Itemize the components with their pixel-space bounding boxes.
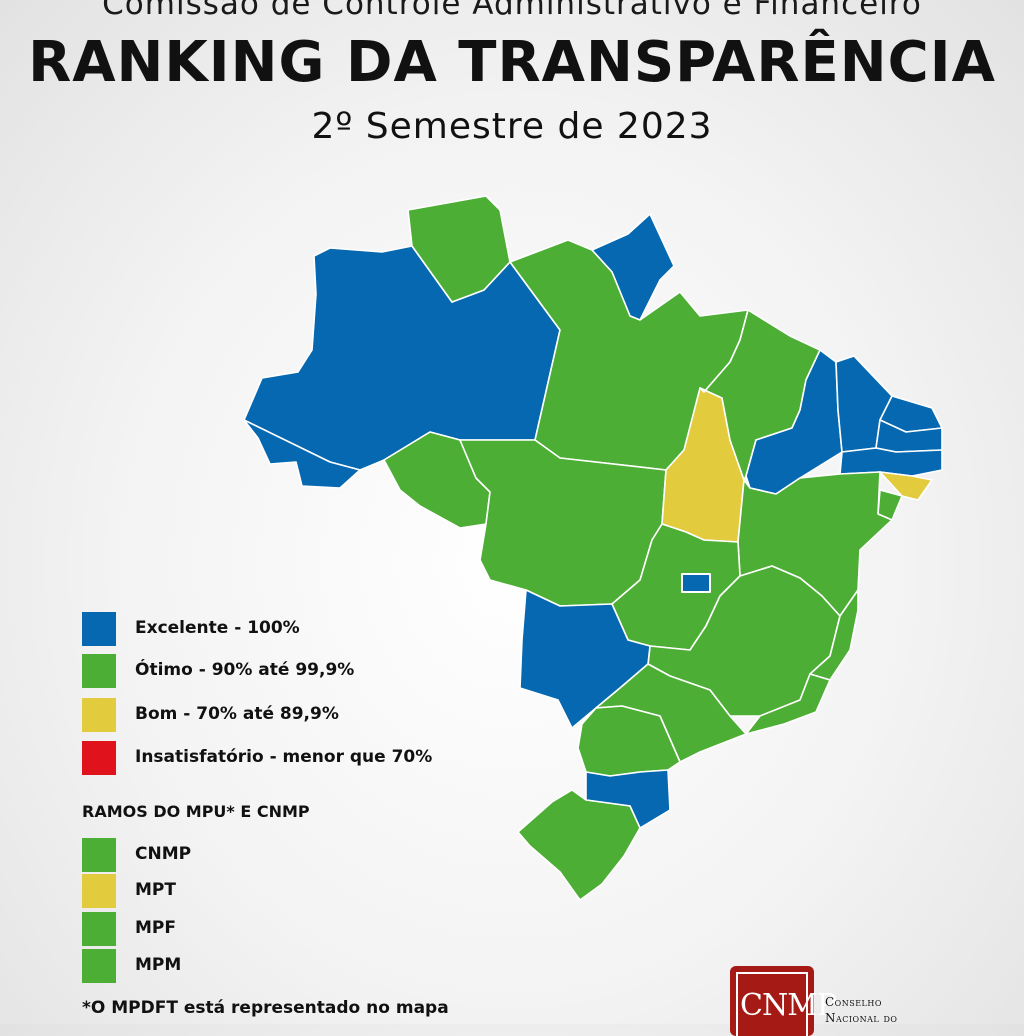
- legend-label: Excelente - 100%: [135, 618, 300, 638]
- ramo-swatch: [82, 838, 116, 872]
- ramo-label: MPM: [135, 955, 182, 975]
- logo-frame: [736, 972, 808, 1036]
- footnote: *O MPDFT está representado no mapa: [82, 998, 449, 1018]
- state-mg: [647, 565, 841, 717]
- logo-caption: Conselho Nacional do: [825, 994, 898, 1026]
- header-subtitle: Comissão de Controle Administrativo e Fi…: [102, 0, 922, 22]
- state-am: [243, 245, 561, 471]
- legend-label: Ótimo - 90% até 99,9%: [135, 660, 355, 680]
- semester-label: 2º Semestre de 2023: [311, 106, 713, 147]
- ramo-swatch: [82, 874, 116, 908]
- ramo-swatch: [82, 912, 116, 946]
- state-df: [681, 573, 711, 593]
- state-ac: [243, 419, 361, 489]
- state-rr: [407, 195, 511, 303]
- ramos-heading: RAMOS DO MPU* E CNMP: [82, 802, 310, 821]
- page-title: RANKING DA TRANSPARÊNCIA: [28, 30, 996, 95]
- ramo-label: CNMP: [135, 844, 192, 864]
- logo-caption-line1: Conselho: [825, 995, 882, 1009]
- state-es: [809, 589, 859, 681]
- legend-swatch: [82, 741, 116, 775]
- cnmp-logo: CNMP: [730, 966, 837, 1036]
- ramo-swatch: [82, 949, 116, 983]
- legend-swatch: [82, 698, 116, 732]
- state-sp: [595, 663, 747, 763]
- logo-caption-line2: Nacional do: [825, 1011, 898, 1025]
- state-rs: [517, 789, 641, 901]
- legend-label: Insatisfatório - menor que 70%: [135, 747, 433, 767]
- state-pe: [839, 447, 943, 477]
- state-rj: [745, 673, 831, 735]
- legend-label: Bom - 70% até 89,9%: [135, 704, 339, 724]
- ramo-label: MPF: [135, 918, 176, 938]
- legend-swatch: [82, 612, 116, 646]
- ramo-label: MPT: [135, 880, 176, 900]
- logo-initials: CNMP: [740, 988, 837, 1023]
- legend-swatch: [82, 654, 116, 688]
- state-al: [879, 471, 933, 501]
